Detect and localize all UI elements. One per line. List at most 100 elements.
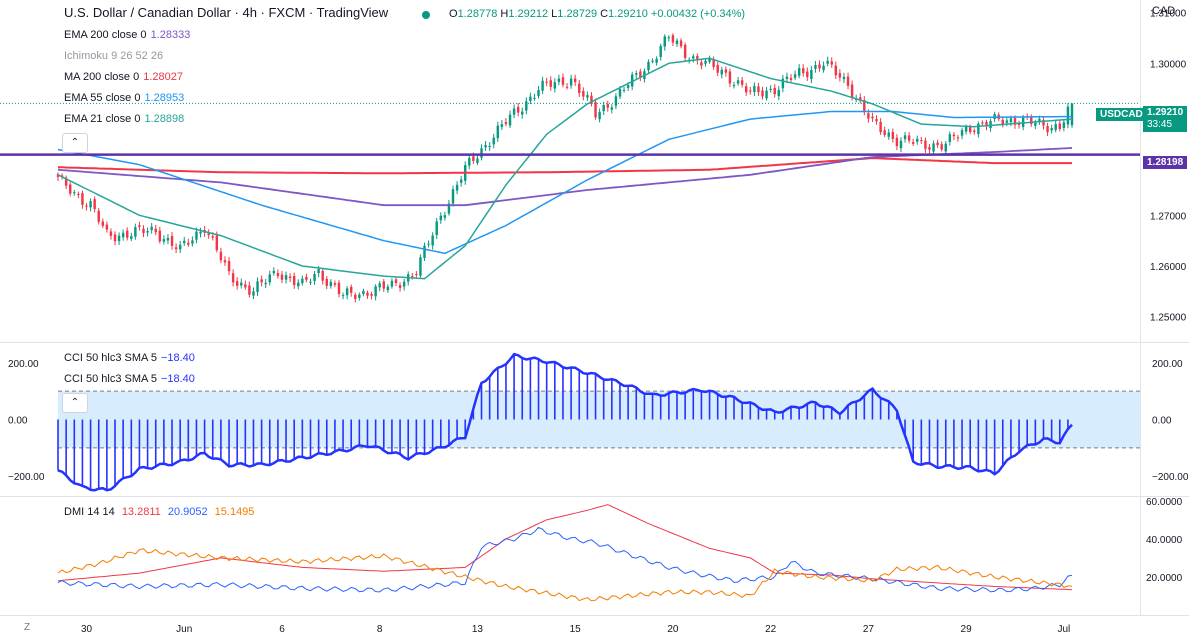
candle-body: [1005, 120, 1009, 123]
candle-body: [288, 276, 292, 278]
candle-body: [565, 86, 569, 88]
candle-body: [700, 62, 703, 66]
candle-body: [276, 273, 280, 277]
candle-body: [598, 111, 601, 120]
candle-body: [305, 276, 308, 280]
candle-body: [968, 126, 972, 133]
candle-body: [321, 270, 324, 281]
bar-countdown: 33:45: [1147, 119, 1173, 130]
time-axis-tick: 29: [961, 624, 973, 635]
candle-body: [626, 85, 630, 88]
candle-body: [199, 231, 202, 234]
hline-price-tag: 1.28198: [1143, 156, 1188, 169]
candle-body: [1062, 122, 1066, 128]
candle-body: [973, 130, 976, 133]
candle-body: [402, 281, 406, 287]
candle-body: [443, 215, 447, 218]
candle-body: [561, 77, 565, 85]
candle-body: [964, 126, 968, 132]
candle-body: [345, 288, 349, 296]
time-axis-tick: 30: [81, 624, 93, 635]
candle-body: [781, 78, 785, 89]
candle-body: [394, 279, 398, 284]
candle-body: [215, 235, 219, 251]
candle-body: [773, 87, 776, 95]
candle-body: [211, 236, 214, 238]
timezone-button[interactable]: Z: [24, 622, 31, 633]
candle-body: [553, 82, 557, 89]
candle-body: [867, 113, 870, 119]
candle-body: [248, 285, 251, 295]
candle-body: [765, 90, 768, 99]
candle-body: [716, 65, 719, 73]
candle-body: [382, 281, 385, 289]
candle-body: [113, 234, 117, 242]
candle-body: [586, 95, 589, 98]
candle-body: [496, 125, 500, 139]
candle-body: [675, 40, 679, 45]
candle-body: [105, 224, 109, 230]
candle-body: [126, 230, 129, 238]
candle-body: [610, 107, 614, 110]
candle-body: [1001, 119, 1004, 125]
cci-histogram-group: [57, 354, 1069, 491]
candle-body: [895, 137, 899, 147]
legend-dmi[interactable]: DMI 14 14 13.2811 20.9052 15.1495: [64, 506, 255, 518]
candle-body: [187, 242, 190, 245]
price-axis-tick: 1.27000: [1150, 211, 1187, 222]
candle-body: [879, 121, 882, 133]
symbol-title[interactable]: U.S. Dollar / Canadian Dollar · 4h · FXC…: [64, 5, 389, 20]
candle-body: [924, 140, 927, 149]
legend-ma200[interactable]: MA 200 close 0 1.28027: [64, 71, 183, 83]
legend-cci-1[interactable]: CCI 50 hlc3 SMA 5 −18.40: [64, 352, 195, 364]
candle-body: [793, 74, 797, 78]
collapse-cci-legend-button[interactable]: ⌃: [62, 393, 88, 413]
candle-body: [545, 81, 548, 83]
candle-body: [712, 59, 715, 68]
candle-body: [178, 244, 182, 250]
candle-body: [875, 119, 878, 122]
candle-body: [1070, 103, 1074, 126]
candle-body: [174, 247, 178, 250]
candle-body: [264, 282, 267, 285]
candle-body: [297, 282, 300, 287]
ema21-line: [57, 57, 1073, 280]
cci-band: [58, 391, 1140, 448]
candle-body: [549, 80, 552, 87]
time-axis-tick: 15: [570, 624, 582, 635]
candle-body: [956, 137, 960, 139]
candle-body: [459, 179, 463, 183]
candle-body: [977, 123, 980, 135]
legend-ema21[interactable]: EMA 21 close 0 1.28898: [64, 113, 185, 125]
candle-body: [138, 225, 141, 227]
candle-body: [1030, 117, 1033, 125]
candle-body: [301, 278, 304, 284]
dmi-axis-tick: 40.0000: [1146, 535, 1183, 546]
candle-body: [411, 275, 414, 277]
currency-label[interactable]: CAD: [1152, 5, 1176, 17]
candle-body: [1046, 126, 1049, 133]
candle-body: [936, 142, 939, 146]
collapse-legend-button[interactable]: ⌃: [62, 133, 88, 153]
candle-body: [231, 273, 235, 283]
ema55-line: [57, 110, 1073, 255]
candle-body: [537, 89, 540, 96]
time-axis-tick: Jun: [176, 624, 192, 635]
candle-body: [73, 192, 76, 194]
candle-body: [101, 221, 105, 226]
candle-body: [146, 231, 149, 233]
candle-body: [431, 235, 434, 246]
legend-ema200[interactable]: EMA 200 close 0 1.28333: [64, 29, 191, 41]
ema200-line: [57, 147, 1073, 207]
legend-cci-2[interactable]: CCI 50 hlc3 SMA 5 −18.40: [64, 373, 195, 385]
legend-ema55[interactable]: EMA 55 close 0 1.28953: [64, 92, 185, 104]
candle-body: [948, 134, 952, 142]
candle-body: [708, 58, 711, 62]
candle-body: [740, 80, 744, 85]
candle-body: [447, 203, 451, 214]
candle-body: [846, 76, 850, 86]
legend-ichimoku[interactable]: Ichimoku 9 26 52 26: [64, 50, 164, 62]
candle-body: [911, 142, 915, 144]
candle-body: [480, 148, 483, 158]
